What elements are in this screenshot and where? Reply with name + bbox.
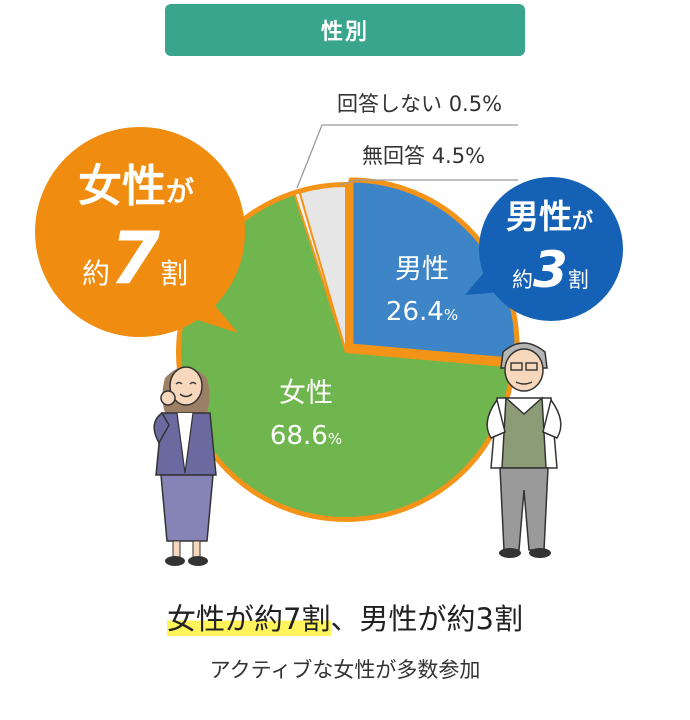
slice-label-male-value: 26.4 <box>385 297 444 327</box>
slice-label-male-name: 男性 <box>395 254 449 285</box>
callout-no-answer-declined-value: 0.5% <box>448 92 503 116</box>
subline: アクティブな女性が多数参加 <box>209 658 481 682</box>
slice-label-female-name: 女性 <box>279 378 333 409</box>
male-badge <box>465 177 623 321</box>
female-badge <box>35 127 245 337</box>
headline-highlight: 女性が約7割 <box>167 602 331 636</box>
leader-line-no-answer-declined <box>296 124 518 189</box>
leader-line-no-response <box>339 179 518 186</box>
female-badge-line2-number: 7 <box>110 216 161 300</box>
callout-no-response-label: 無回答 <box>362 144 425 168</box>
woman-illustration <box>153 366 217 566</box>
female-badge-line1: 女性が <box>78 165 194 209</box>
male-badge-line1-main: 男性 <box>506 197 572 236</box>
male-badge-line2-suffix: 割 <box>567 268 589 292</box>
headline: 女性が約7割、男性が約3割 <box>0 596 690 638</box>
female-badge-line2-prefix: 約 <box>82 257 111 290</box>
callout-no-response-value: 4.5% <box>431 144 486 168</box>
slice-label-male-unit: % <box>443 306 459 324</box>
male-badge-line1-small: が <box>572 209 593 233</box>
pie-slice-0 <box>348 177 520 364</box>
callout-no-response: 無回答 4.5% <box>362 140 485 170</box>
female-badge-line2: 約7割 <box>82 222 188 294</box>
pie-slices <box>179 177 520 519</box>
female-badge-line1-small: が <box>166 175 195 208</box>
callout-no-answer-declined: 回答しない 0.5% <box>337 88 502 118</box>
male-badge-line2-prefix: 約 <box>512 268 533 292</box>
chart-title: 性別 <box>320 20 369 45</box>
male-badge-line2-number: 3 <box>533 241 568 299</box>
male-badge-line2: 約3割 <box>512 245 589 295</box>
male-badge-line1: 男性が <box>506 200 593 233</box>
headline-rest: 、男性が約3割 <box>330 602 523 636</box>
pie-slice-3 <box>298 185 347 353</box>
female-badge-line2-suffix: 割 <box>160 257 189 290</box>
callout-no-answer-declined-label: 回答しない <box>337 92 442 116</box>
slice-label-female-value: 68.6 <box>269 421 328 451</box>
man-illustration <box>486 342 562 558</box>
slice-label-male: 男性 26.4% <box>372 256 472 325</box>
slice-label-female-unit: % <box>327 430 343 448</box>
header-bar: 性別 <box>165 4 525 56</box>
female-badge-line1-main: 女性 <box>78 161 166 212</box>
slice-label-female: 女性 68.6% <box>256 380 356 449</box>
